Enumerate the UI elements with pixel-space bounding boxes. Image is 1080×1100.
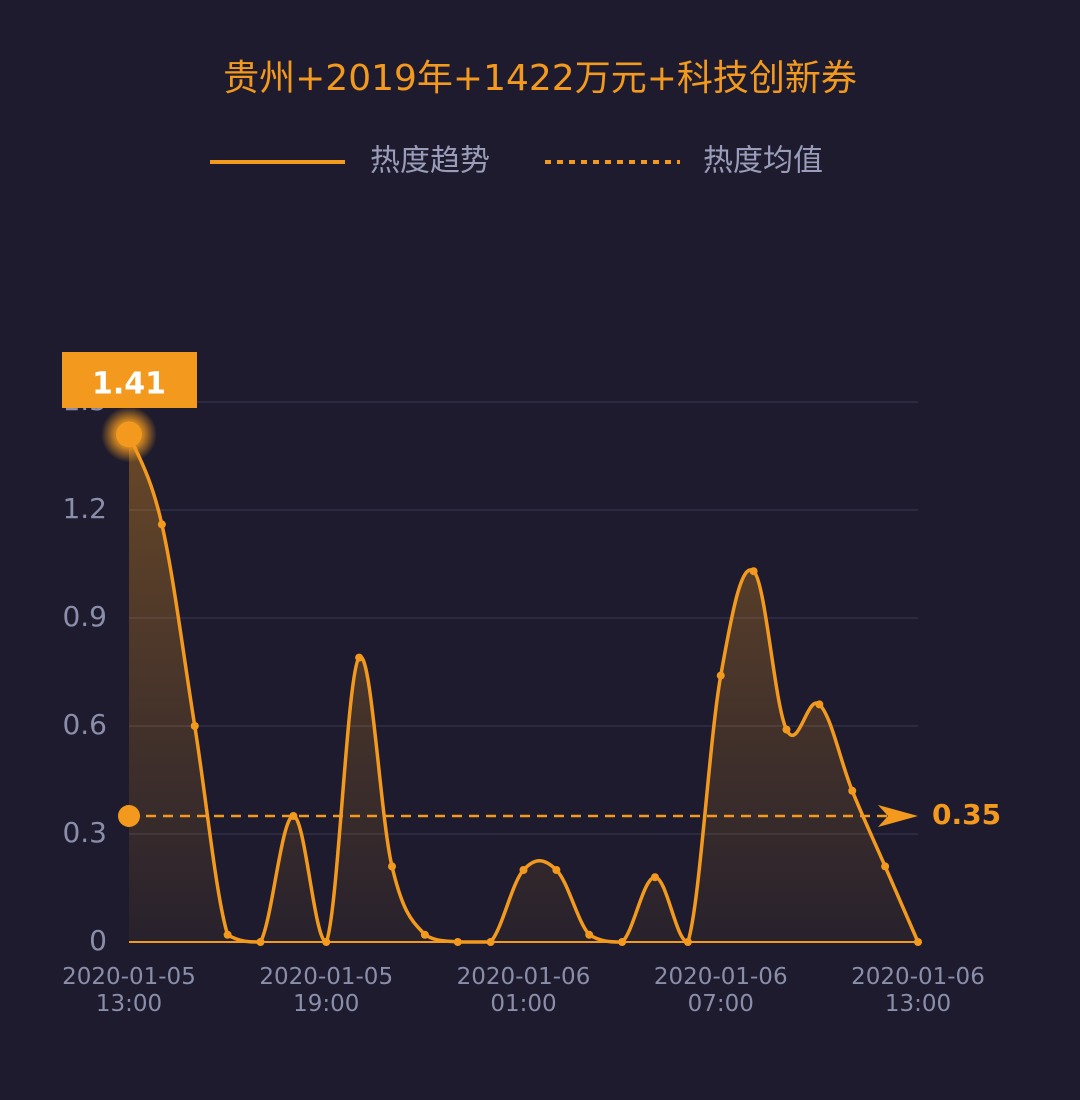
area [129, 434, 918, 942]
legend-label[interactable]: 热度均值 [703, 144, 823, 179]
max-point [116, 421, 142, 448]
point [848, 786, 857, 795]
point [651, 873, 659, 882]
y-tick-label: 0.9 [62, 600, 107, 633]
x-tick-label: 2020-01-06 07:00 [654, 964, 788, 1017]
average-arrow [878, 805, 918, 827]
y-tick-label: 0.3 [62, 816, 107, 849]
point [388, 862, 396, 871]
x-tick-label: 2020-01-06 13:00 [851, 964, 985, 1017]
point [749, 567, 758, 576]
max-label-box [62, 352, 197, 408]
point [618, 938, 627, 946]
point [420, 930, 429, 939]
point [486, 938, 495, 946]
point [881, 862, 890, 871]
point [519, 866, 528, 874]
point [716, 671, 725, 680]
point [190, 722, 199, 730]
point [914, 938, 922, 946]
point [322, 938, 331, 946]
line [127, 433, 920, 944]
point [585, 930, 594, 939]
x-tick-label: 2020-01-06 01:00 [457, 964, 591, 1017]
point [683, 938, 692, 946]
point [815, 700, 824, 709]
legend-label[interactable]: 热度趋势 [370, 144, 490, 179]
chart-title: 贵州+2019年+1422万元+科技创新券 [223, 58, 857, 99]
average-label: 0.35 [932, 798, 1001, 831]
x-tick-label: 2020-01-05 19:00 [259, 964, 393, 1017]
y-tick-label: 1.2 [62, 492, 107, 525]
point [223, 930, 232, 939]
y-tick-label: 0.6 [62, 708, 107, 741]
point [552, 866, 561, 874]
max-label: 1.41 [92, 367, 166, 402]
x-tick-label: 2020-01-05 13:00 [62, 964, 196, 1017]
point [453, 938, 462, 946]
average-start [118, 805, 140, 827]
y-tick-label: 0 [89, 924, 107, 957]
point [782, 725, 791, 734]
point [256, 938, 265, 946]
point [355, 653, 364, 662]
point [289, 812, 298, 820]
point [157, 520, 166, 529]
